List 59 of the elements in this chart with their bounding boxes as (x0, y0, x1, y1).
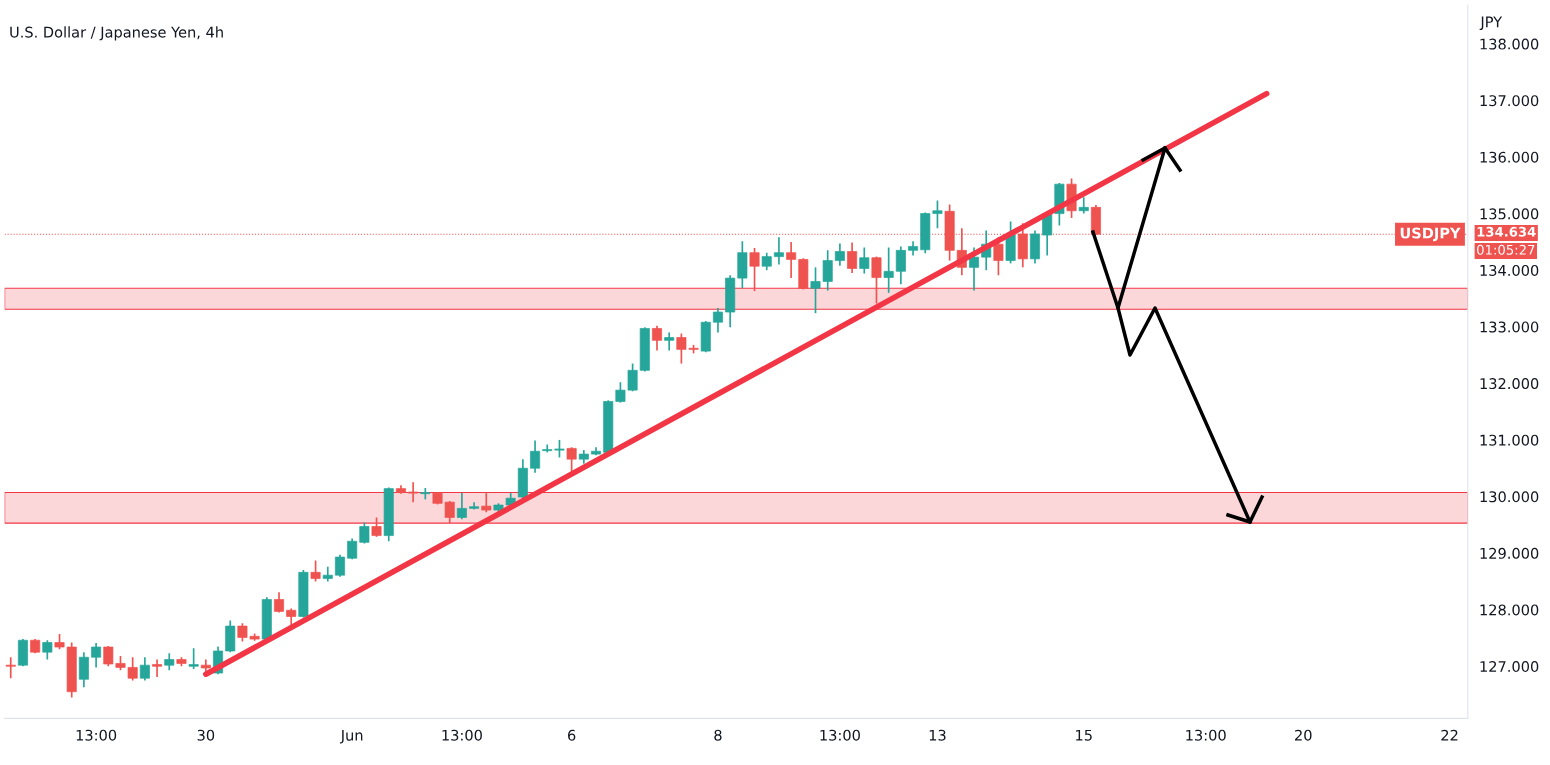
candlestick (883, 246, 894, 294)
candlestick (871, 255, 882, 305)
x-tick-label: 13:00 (76, 729, 117, 741)
x-tick-label: 6 (568, 729, 576, 741)
x-tick-label: 30 (197, 729, 215, 741)
candlestick (139, 656, 150, 682)
candlestick (566, 446, 577, 474)
candlestick (188, 647, 199, 670)
candlestick (152, 658, 163, 678)
y-tick-label: 127.000 (1480, 660, 1539, 673)
candlestick (274, 591, 284, 614)
candlestick (420, 487, 431, 501)
candlestick (652, 324, 662, 352)
x-tick-label: 13:00 (820, 729, 860, 741)
candlestick (847, 241, 858, 274)
x-tick-label: 13:00 (442, 729, 482, 741)
text: 01:05:27 (1477, 244, 1535, 255)
candlestick (91, 642, 102, 669)
text: 134.634 (1477, 226, 1536, 237)
candlestick (1078, 196, 1089, 215)
y-tick-label: 131.000 (1480, 434, 1539, 446)
candlestick (895, 245, 906, 286)
y-tick-label: 134.000 (1480, 264, 1539, 276)
candlestick (664, 331, 675, 352)
x-tick-label: 8 (714, 729, 722, 741)
y-axis-title: JPY (1479, 16, 1503, 31)
candlestick (712, 307, 723, 334)
x-tick-label: 22 (1441, 729, 1458, 741)
x-tick-label: Jun (340, 729, 363, 744)
candlestick (773, 236, 784, 266)
candlestick (834, 242, 845, 267)
y-tick-label: 135.000 (1480, 208, 1539, 220)
ref-line-label: USDJPY (1400, 227, 1461, 242)
y-tick-label: 128.000 (1480, 604, 1539, 616)
x-tick-label: 15 (1076, 729, 1092, 741)
y-tick-label: 137.000 (1480, 95, 1539, 107)
candlestick (408, 481, 419, 504)
candlestick (371, 516, 382, 538)
y-tick-label: 133.000 (1480, 321, 1539, 333)
x-tick-label: 20 (1295, 729, 1312, 741)
candlestick (5, 656, 16, 679)
candlestick (786, 241, 797, 279)
y-tick-label: 138.000 (1480, 38, 1539, 50)
y-tick-label: 136.000 (1480, 151, 1539, 163)
text: U.S. Dollar / Japanese Yen, 4h (10, 26, 223, 41)
candlestick (78, 651, 89, 689)
candlestick (334, 553, 345, 578)
y-tick-label: 132.000 (1480, 378, 1539, 390)
candlestick (456, 492, 467, 520)
x-tick-label: 13 (929, 729, 946, 741)
y-tick-label: 129.000 (1480, 547, 1539, 559)
candlestick (749, 247, 760, 292)
x-tick-label: 13:00 (1186, 729, 1226, 741)
candlestick (481, 492, 492, 514)
candlestick (42, 639, 53, 661)
candlestick (530, 439, 541, 474)
candlestick (859, 246, 870, 275)
y-tick-label: 130.000 (1480, 491, 1539, 503)
candlestick (310, 559, 321, 583)
